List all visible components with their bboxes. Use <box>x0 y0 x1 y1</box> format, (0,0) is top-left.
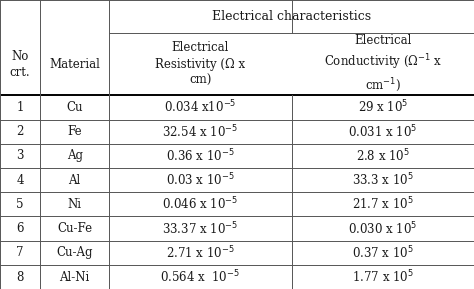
Text: Fe: Fe <box>67 125 82 138</box>
Text: 7: 7 <box>17 246 24 259</box>
Text: No
crt.: No crt. <box>10 49 30 79</box>
Text: 1: 1 <box>17 101 24 114</box>
Text: Ni: Ni <box>68 198 82 211</box>
Text: 1.77 x 10$^{5}$: 1.77 x 10$^{5}$ <box>352 269 414 285</box>
Text: 5: 5 <box>17 198 24 211</box>
Text: 33.3 x 10$^{5}$: 33.3 x 10$^{5}$ <box>352 172 414 188</box>
Text: Ag: Ag <box>67 149 82 162</box>
Text: 21.7 x 10$^{5}$: 21.7 x 10$^{5}$ <box>352 196 414 213</box>
Text: 0.031 x 10$^{5}$: 0.031 x 10$^{5}$ <box>348 123 418 140</box>
Text: 0.564 x  10$^{-5}$: 0.564 x 10$^{-5}$ <box>160 269 240 285</box>
Text: 4: 4 <box>17 174 24 187</box>
Text: 2.8 x 10$^{5}$: 2.8 x 10$^{5}$ <box>356 148 410 164</box>
Text: 6: 6 <box>17 222 24 235</box>
Text: 8: 8 <box>17 271 24 284</box>
Text: Cu-Ag: Cu-Ag <box>56 246 93 259</box>
Text: 2.71 x 10$^{-5}$: 2.71 x 10$^{-5}$ <box>166 244 235 261</box>
Text: Electrical
Conductivity (Ω$^{-1}$ x
cm$^{-1}$): Electrical Conductivity (Ω$^{-1}$ x cm$^… <box>324 34 442 94</box>
Text: Electrical
Resistivity (Ω x
cm): Electrical Resistivity (Ω x cm) <box>155 41 246 87</box>
Text: Cu: Cu <box>66 101 83 114</box>
Text: 0.030 x 10$^{5}$: 0.030 x 10$^{5}$ <box>348 220 418 237</box>
Text: Electrical characteristics: Electrical characteristics <box>212 10 371 23</box>
Text: 2: 2 <box>17 125 24 138</box>
Text: 32.54 x 10$^{-5}$: 32.54 x 10$^{-5}$ <box>162 123 238 140</box>
Text: 0.37 x 10$^{5}$: 0.37 x 10$^{5}$ <box>352 244 414 261</box>
Text: 0.046 x 10$^{-5}$: 0.046 x 10$^{-5}$ <box>162 196 238 213</box>
Text: 0.36 x 10$^{-5}$: 0.36 x 10$^{-5}$ <box>166 148 235 164</box>
Text: 0.034 x10$^{-5}$: 0.034 x10$^{-5}$ <box>164 99 237 116</box>
Text: Al: Al <box>69 174 81 187</box>
Text: Material: Material <box>49 58 100 71</box>
Text: 0.03 x 10$^{-5}$: 0.03 x 10$^{-5}$ <box>166 172 235 188</box>
Text: Cu-Fe: Cu-Fe <box>57 222 92 235</box>
Text: 29 x 10$^{5}$: 29 x 10$^{5}$ <box>357 99 408 116</box>
Text: 33.37 x 10$^{-5}$: 33.37 x 10$^{-5}$ <box>162 220 238 237</box>
Text: Al-Ni: Al-Ni <box>60 271 90 284</box>
Text: 3: 3 <box>17 149 24 162</box>
